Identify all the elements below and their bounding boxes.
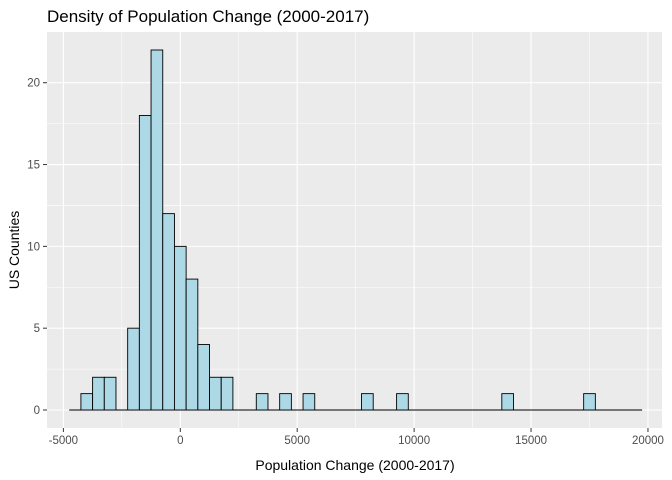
- x-axis-title: Population Change (2000-2017): [255, 457, 454, 473]
- y-tick-label: 10: [27, 241, 40, 253]
- y-tick-label: 0: [34, 405, 40, 417]
- histogram-bar: [80, 393, 94, 411]
- chart-title: Density of Population Change (2000-2017): [47, 7, 369, 26]
- histogram-bar: [103, 376, 117, 411]
- histogram-bar: [279, 393, 292, 411]
- x-axis-ticks: -5000 0 5000 10000 15000 20000: [49, 428, 664, 447]
- y-tick-label: 15: [27, 160, 40, 172]
- histogram-bar: [150, 49, 164, 411]
- histogram-bar: [138, 115, 152, 411]
- x-tick-label: 0: [177, 435, 183, 447]
- histogram-bar: [501, 393, 514, 411]
- histogram-bar: [220, 376, 234, 411]
- x-tick-label: -5000: [49, 435, 78, 447]
- histogram-bar: [361, 393, 374, 411]
- histogram-bar: [255, 393, 269, 411]
- y-tick-label: 20: [27, 78, 40, 90]
- x-tick-label: 10000: [398, 435, 430, 447]
- histogram-bar: [583, 393, 596, 411]
- histogram-bar: [162, 213, 175, 411]
- histogram-bar: [185, 278, 199, 411]
- histogram-bar: [127, 327, 140, 411]
- y-axis-title: US Counties: [6, 211, 22, 290]
- x-tick-label: 5000: [284, 435, 310, 447]
- histogram-bar: [209, 376, 222, 411]
- y-axis-ticks: 0 5 10 15 20: [27, 78, 47, 417]
- x-tick-label: 15000: [515, 435, 547, 447]
- histogram-bar: [92, 376, 105, 411]
- histogram-bar: [197, 344, 210, 411]
- x-tick-label: 20000: [632, 435, 664, 447]
- histogram-bars: [80, 49, 596, 411]
- y-tick-label: 5: [34, 323, 40, 335]
- histogram-bar: [173, 245, 187, 411]
- histogram-bar: [396, 393, 409, 411]
- histogram-bar: [302, 393, 316, 411]
